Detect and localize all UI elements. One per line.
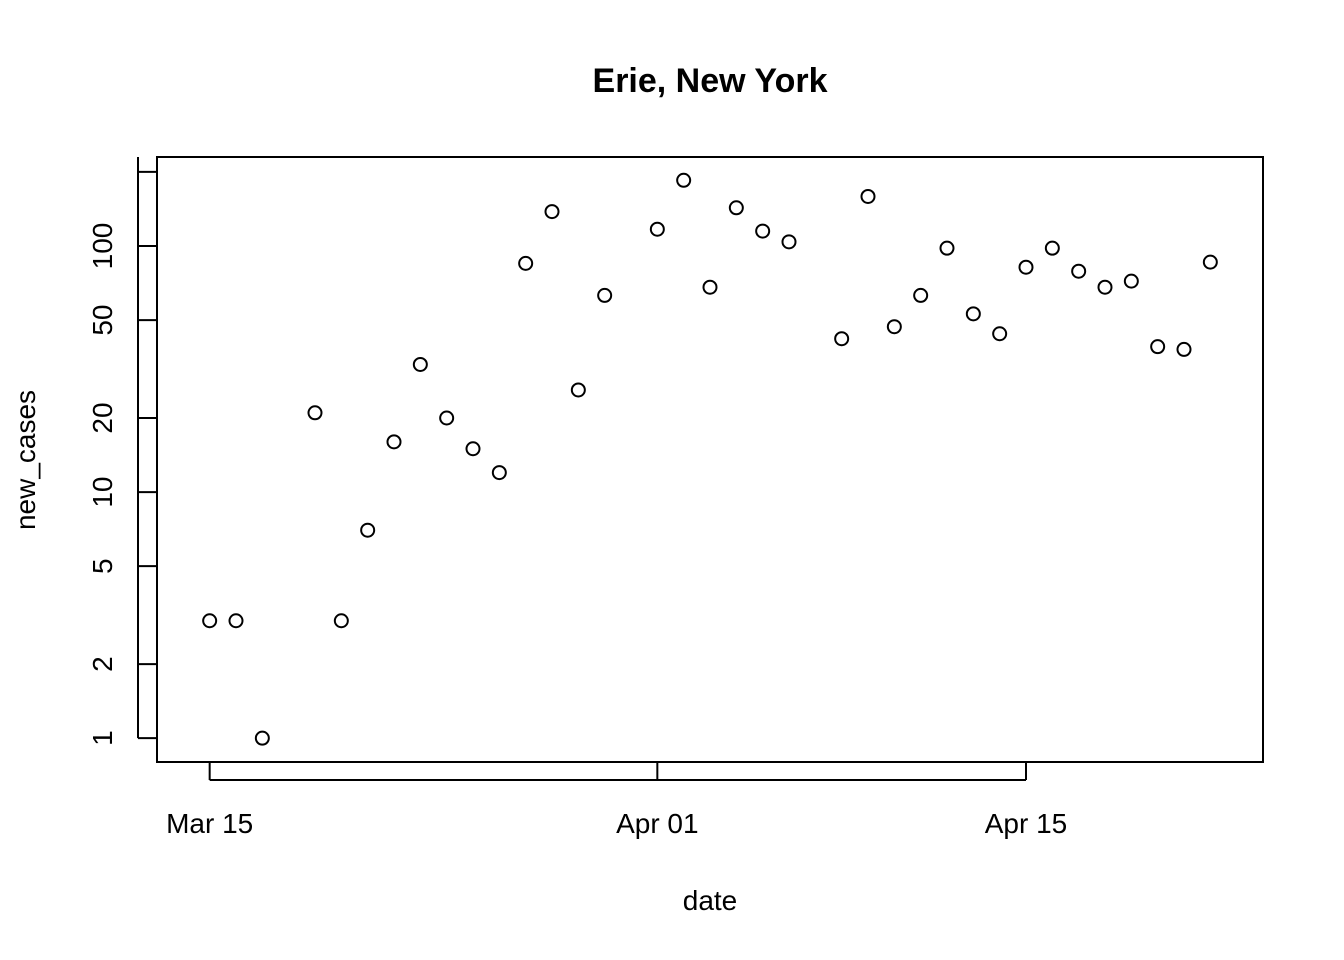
- data-point: [939, 240, 955, 256]
- data-point: [992, 326, 1008, 342]
- data-point: [913, 287, 929, 303]
- data-point: [965, 306, 981, 322]
- data-point: [597, 287, 613, 303]
- data-point: [439, 410, 455, 426]
- x-tick-label: Apr 01: [616, 808, 699, 839]
- x-tick-label: Mar 15: [166, 808, 253, 839]
- y-tick-label: 5: [87, 558, 118, 574]
- data-point: [491, 465, 507, 481]
- data-point: [860, 188, 876, 204]
- y-axis: 1 2 5 10 20 50 100: [87, 157, 156, 746]
- data-point: [1018, 259, 1034, 275]
- data-point: [1123, 273, 1139, 289]
- data-point: [781, 234, 797, 250]
- data-point: [676, 172, 692, 188]
- data-point: [1202, 254, 1218, 270]
- y-tick-label: 100: [87, 223, 118, 270]
- data-point: [1071, 263, 1087, 279]
- data-point: [307, 405, 323, 421]
- data-point: [228, 613, 244, 629]
- data-point: [755, 223, 771, 239]
- data-point: [1044, 240, 1060, 256]
- data-point: [518, 255, 534, 271]
- data-point: [465, 441, 481, 457]
- data-point: [544, 204, 560, 220]
- chart-title: Erie, New York: [593, 62, 828, 100]
- y-tick-label: 10: [87, 477, 118, 508]
- x-axis-label: date: [683, 885, 738, 916]
- data-point: [1176, 341, 1192, 357]
- data-point: [834, 331, 850, 347]
- y-tick-label: 2: [87, 656, 118, 672]
- data-point: [254, 730, 270, 746]
- y-tick-label: 20: [87, 402, 118, 433]
- data-point: [649, 221, 665, 237]
- data-point: [570, 382, 586, 398]
- data-point: [1150, 339, 1166, 355]
- data-point: [360, 522, 376, 538]
- x-tick-label: Apr 15: [985, 808, 1068, 839]
- plot-frame: [156, 156, 1264, 763]
- y-axis-label: new_cases: [10, 390, 41, 530]
- data-point: [886, 319, 902, 335]
- data-point: [333, 613, 349, 629]
- y-tick-label: 1: [87, 730, 118, 746]
- data-point: [702, 279, 718, 295]
- data-point: [202, 613, 218, 629]
- data-points: [202, 172, 1218, 746]
- data-point: [728, 200, 744, 216]
- y-tick-label: 50: [87, 305, 118, 336]
- data-point: [1097, 279, 1113, 295]
- data-point: [386, 434, 402, 450]
- data-point: [412, 356, 428, 372]
- x-axis: Mar 15 Apr 01 Apr 15: [166, 762, 1067, 839]
